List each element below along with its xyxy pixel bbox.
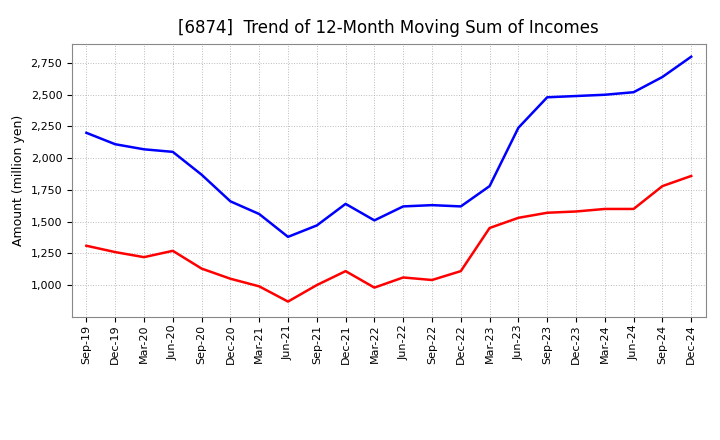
Ordinary Income	[543, 95, 552, 100]
Ordinary Income	[226, 199, 235, 204]
Net Income	[514, 215, 523, 220]
Ordinary Income	[82, 130, 91, 136]
Ordinary Income	[197, 172, 206, 177]
Ordinary Income	[456, 204, 465, 209]
Ordinary Income	[255, 211, 264, 216]
Y-axis label: Amount (million yen): Amount (million yen)	[12, 115, 25, 246]
Ordinary Income	[428, 202, 436, 208]
Ordinary Income	[370, 218, 379, 223]
Net Income	[168, 248, 177, 253]
Ordinary Income	[600, 92, 609, 97]
Ordinary Income	[572, 93, 580, 99]
Net Income	[456, 268, 465, 274]
Ordinary Income	[687, 54, 696, 59]
Ordinary Income	[284, 234, 292, 239]
Title: [6874]  Trend of 12-Month Moving Sum of Incomes: [6874] Trend of 12-Month Moving Sum of I…	[179, 19, 599, 37]
Net Income	[370, 285, 379, 290]
Net Income	[312, 282, 321, 288]
Ordinary Income	[312, 223, 321, 228]
Net Income	[284, 299, 292, 304]
Net Income	[687, 173, 696, 179]
Net Income	[111, 249, 120, 255]
Ordinary Income	[399, 204, 408, 209]
Net Income	[197, 266, 206, 271]
Net Income	[485, 225, 494, 231]
Net Income	[428, 277, 436, 282]
Line: Net Income: Net Income	[86, 176, 691, 301]
Ordinary Income	[658, 74, 667, 80]
Net Income	[255, 284, 264, 289]
Ordinary Income	[629, 90, 638, 95]
Net Income	[658, 183, 667, 189]
Net Income	[543, 210, 552, 216]
Net Income	[572, 209, 580, 214]
Ordinary Income	[111, 142, 120, 147]
Ordinary Income	[341, 201, 350, 206]
Ordinary Income	[514, 125, 523, 130]
Ordinary Income	[168, 149, 177, 154]
Line: Ordinary Income: Ordinary Income	[86, 57, 691, 237]
Net Income	[82, 243, 91, 249]
Ordinary Income	[485, 183, 494, 189]
Net Income	[399, 275, 408, 280]
Net Income	[341, 268, 350, 274]
Net Income	[226, 276, 235, 281]
Ordinary Income	[140, 147, 148, 152]
Net Income	[600, 206, 609, 212]
Net Income	[629, 206, 638, 212]
Net Income	[140, 254, 148, 260]
